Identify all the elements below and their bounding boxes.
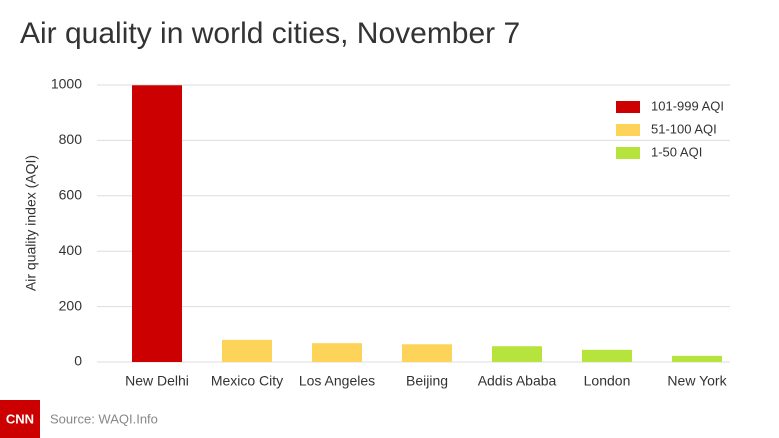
bar (672, 355, 722, 362)
x-tick-label: New York (667, 373, 727, 389)
legend-swatch (616, 124, 640, 136)
y-tick-label: 0 (74, 353, 82, 369)
legend-label: 51-100 AQI (651, 121, 717, 136)
legend-swatch (616, 147, 640, 159)
y-tick-label: 800 (59, 131, 83, 147)
bar (312, 343, 362, 362)
x-tick-label: Beijing (406, 373, 448, 389)
bar (132, 85, 182, 362)
bar (222, 339, 272, 362)
y-tick-label: 1000 (51, 76, 82, 92)
legend-label: 1-50 AQI (651, 144, 702, 159)
source: Source: WAQI.Info (50, 411, 158, 426)
legend-swatch (616, 101, 640, 113)
bar (582, 349, 632, 362)
x-tick-label: Los Angeles (299, 373, 375, 389)
x-tick-label: Addis Ababa (478, 373, 557, 389)
y-tick-label: 400 (59, 242, 83, 258)
legend-label: 101-999 AQI (651, 98, 724, 113)
x-tick-label: Mexico City (211, 373, 283, 389)
x-tick-label: London (584, 373, 631, 389)
y-tick-label: 600 (59, 187, 83, 203)
bar (492, 346, 542, 362)
logo: CNN (6, 411, 34, 426)
y-tick-label: 200 (59, 297, 83, 313)
bar (402, 344, 452, 362)
y-axis-label: Air quality index (AQI) (23, 155, 39, 291)
logo-box (0, 400, 40, 438)
chart-title: Air quality in world cities, November 7 (20, 17, 520, 50)
x-tick-label: New Delhi (125, 373, 189, 389)
